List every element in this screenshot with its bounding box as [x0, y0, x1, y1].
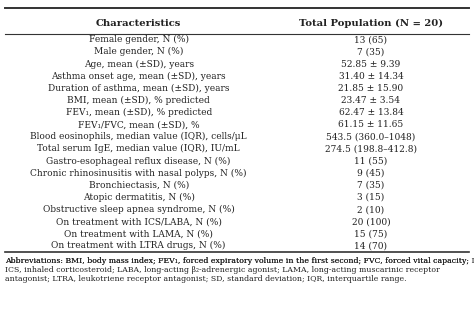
Text: 7 (35): 7 (35)	[357, 181, 384, 190]
Text: Abbreviations: BMI, body mass index; FEV₁, forced expiratory volume in the first: Abbreviations: BMI, body mass index; FEV…	[5, 257, 474, 265]
Text: Abbreviations: BMI, body mass index; FEV₁, forced expiratory volume in the first: Abbreviations: BMI, body mass index; FEV…	[5, 257, 469, 283]
Text: Asthma onset age, mean (±SD), years: Asthma onset age, mean (±SD), years	[51, 72, 226, 81]
Text: Duration of asthma, mean (±SD), years: Duration of asthma, mean (±SD), years	[48, 84, 229, 93]
Text: 3 (15): 3 (15)	[357, 193, 384, 202]
Text: 62.47 ± 13.84: 62.47 ± 13.84	[338, 108, 403, 117]
Text: 543.5 (360.0–1048): 543.5 (360.0–1048)	[326, 132, 416, 141]
Text: 20 (100): 20 (100)	[352, 217, 390, 226]
Text: Blood eosinophils, median value (IQR), cells/μL: Blood eosinophils, median value (IQR), c…	[30, 132, 247, 141]
Text: Total Population (N = 20): Total Population (N = 20)	[299, 19, 443, 28]
Text: 9 (45): 9 (45)	[357, 169, 384, 178]
Text: 21.85 ± 15.90: 21.85 ± 15.90	[338, 84, 403, 93]
Text: Male gender, N (%): Male gender, N (%)	[94, 47, 183, 56]
Text: Bronchiectasis, N (%): Bronchiectasis, N (%)	[89, 181, 189, 190]
Text: Total serum IgE, median value (IQR), IU/mL: Total serum IgE, median value (IQR), IU/…	[37, 144, 240, 153]
Text: 14 (70): 14 (70)	[355, 241, 387, 250]
Text: Obstructive sleep apnea syndrome, N (%): Obstructive sleep apnea syndrome, N (%)	[43, 205, 235, 214]
Text: 7 (35): 7 (35)	[357, 48, 384, 56]
Text: 274.5 (198.8–412.8): 274.5 (198.8–412.8)	[325, 144, 417, 153]
Text: 52.85 ± 9.39: 52.85 ± 9.39	[341, 59, 401, 68]
Text: On treatment with ICS/LABA, N (%): On treatment with ICS/LABA, N (%)	[56, 217, 221, 226]
Text: 61.15 ± 11.65: 61.15 ± 11.65	[338, 120, 403, 129]
Text: 13 (65): 13 (65)	[355, 35, 387, 44]
Text: 15 (75): 15 (75)	[354, 229, 388, 238]
Text: Age, mean (±SD), years: Age, mean (±SD), years	[83, 59, 194, 69]
Text: BMI, mean (±SD), % predicted: BMI, mean (±SD), % predicted	[67, 96, 210, 105]
Text: On treatment with LTRA drugs, N (%): On treatment with LTRA drugs, N (%)	[52, 241, 226, 250]
Text: 2 (10): 2 (10)	[357, 205, 384, 214]
Text: 11 (55): 11 (55)	[354, 157, 388, 166]
Text: 31.40 ± 14.34: 31.40 ± 14.34	[338, 72, 403, 81]
Text: FEV₁/FVC, mean (±SD), %: FEV₁/FVC, mean (±SD), %	[78, 120, 200, 129]
Text: Chronic rhinosinusitis with nasal polyps, N (%): Chronic rhinosinusitis with nasal polyps…	[30, 169, 247, 178]
Text: Characteristics: Characteristics	[96, 19, 182, 28]
Text: 23.47 ± 3.54: 23.47 ± 3.54	[341, 96, 401, 105]
Text: FEV₁, mean (±SD), % predicted: FEV₁, mean (±SD), % predicted	[65, 108, 212, 117]
Text: Female gender, N (%): Female gender, N (%)	[89, 35, 189, 44]
Text: On treatment with LAMA, N (%): On treatment with LAMA, N (%)	[64, 229, 213, 238]
Text: Gastro-esophageal reflux disease, N (%): Gastro-esophageal reflux disease, N (%)	[46, 156, 231, 166]
Text: Atopic dermatitis, N (%): Atopic dermatitis, N (%)	[82, 193, 195, 202]
